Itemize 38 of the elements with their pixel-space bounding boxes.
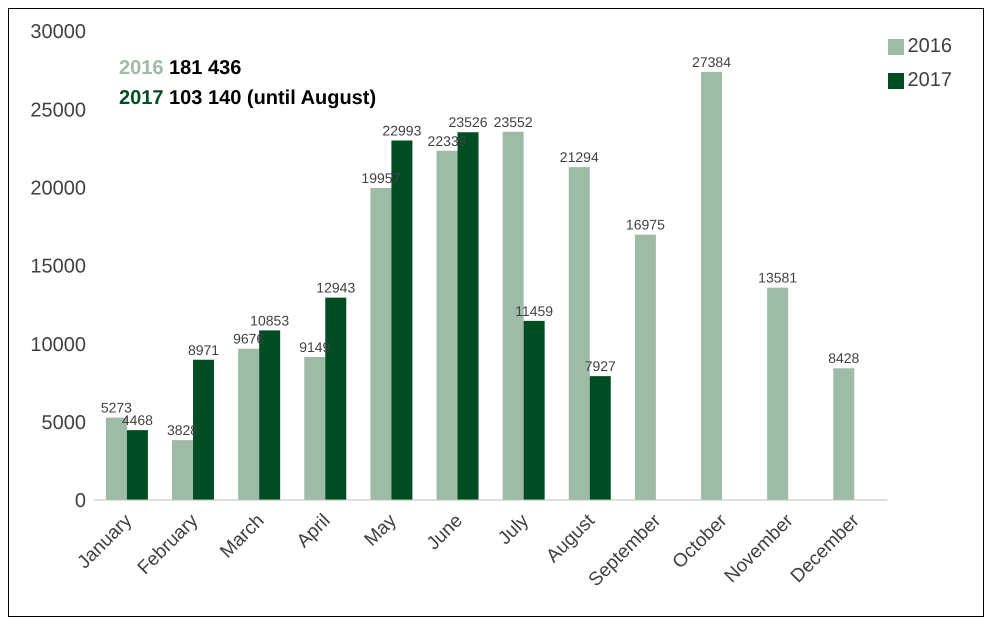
data-label: 13581 <box>758 270 798 286</box>
bar <box>524 320 545 500</box>
data-label: 22993 <box>382 122 422 139</box>
data-label: 12943 <box>316 280 356 296</box>
bar <box>634 234 656 500</box>
x-tick-label: July <box>494 510 534 550</box>
y-tick-label: 5000 <box>42 412 86 434</box>
data-label: 23552 <box>494 114 533 130</box>
legend-label: 2017 <box>908 69 952 91</box>
x-tick-label: May <box>360 510 402 551</box>
bar <box>701 72 722 500</box>
bar <box>370 188 392 500</box>
data-label: 11459 <box>515 302 554 319</box>
legend-label: 2016 <box>908 35 952 57</box>
bar <box>590 376 611 500</box>
bar <box>436 150 458 500</box>
annotation: 2016 181 436 <box>119 57 242 79</box>
data-label: 10853 <box>250 312 290 328</box>
data-label: 23526 <box>448 114 488 130</box>
y-tick-label: 10000 <box>30 334 86 356</box>
data-label: 8428 <box>828 350 860 366</box>
y-tick-label: 25000 <box>30 99 86 122</box>
data-label: 21294 <box>560 149 599 166</box>
y-tick-label: 20000 <box>30 177 86 200</box>
y-tick-label: 0 <box>74 490 86 512</box>
bar <box>833 368 854 500</box>
data-label: 16975 <box>626 216 666 233</box>
bar <box>172 440 194 500</box>
bar <box>304 356 326 500</box>
data-label: 8971 <box>188 342 220 358</box>
y-tick-label: 30000 <box>30 21 86 44</box>
data-label: 7927 <box>584 358 616 374</box>
bar <box>767 288 788 500</box>
annotation: 2017 103 140 (until August) <box>119 87 376 109</box>
bar <box>126 430 148 500</box>
bar <box>238 348 260 500</box>
y-tick-label: 15000 <box>30 256 86 278</box>
data-label: 27384 <box>692 54 732 70</box>
